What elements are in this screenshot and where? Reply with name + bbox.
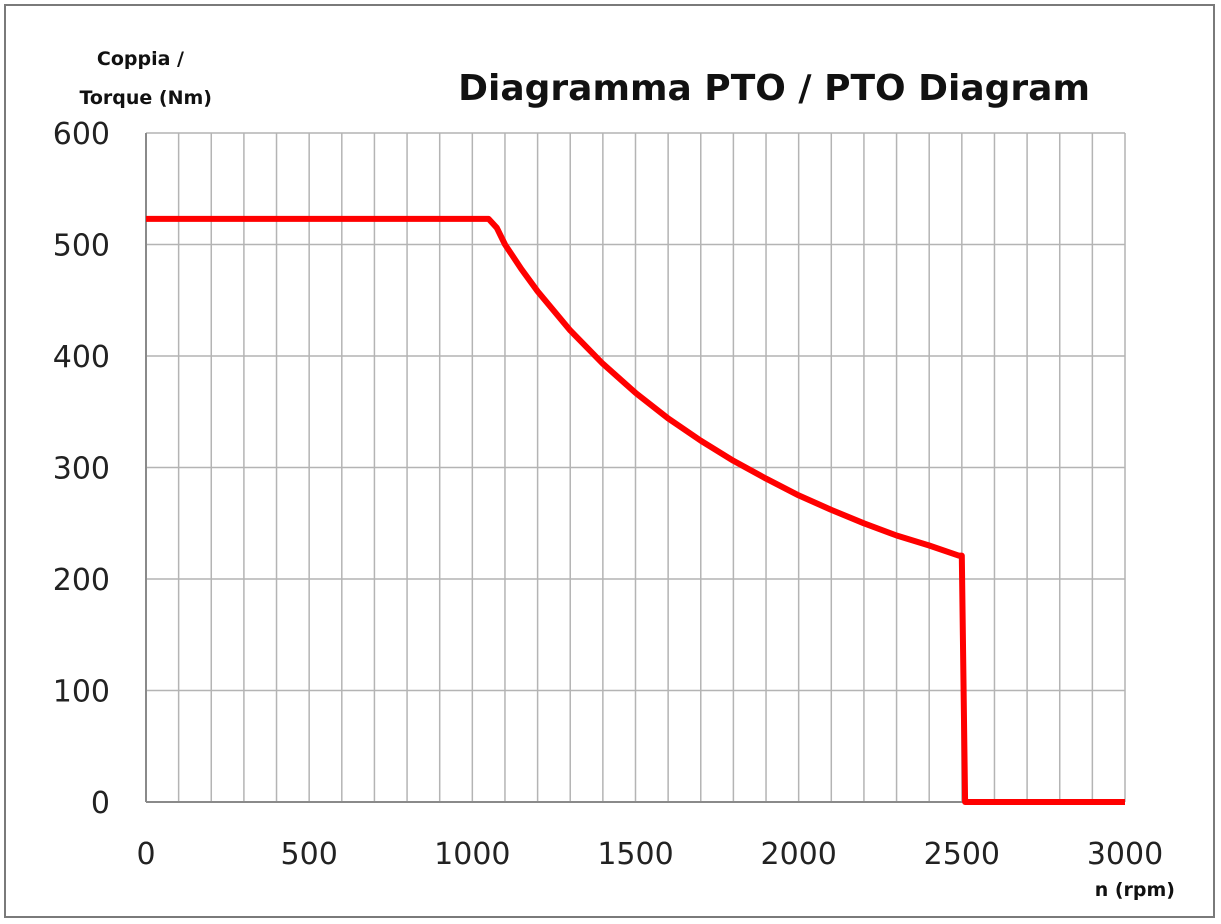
x-axis-label: n (rpm) xyxy=(1095,879,1175,901)
torque-curve xyxy=(146,215,1125,805)
y-tick-labels: 0 100 200 300 400 500 600 xyxy=(53,117,110,821)
x-tick-label: 500 xyxy=(281,837,338,872)
y-tick-label: 500 xyxy=(53,229,110,264)
y-tick-label: 100 xyxy=(53,675,110,710)
y-tick-label: 400 xyxy=(53,340,110,375)
x-tick-labels: 0 500 1000 1500 2000 2500 3000 xyxy=(136,837,1163,872)
chart-frame xyxy=(4,4,1215,918)
chart-title: Diagramma PTO / PTO Diagram xyxy=(458,68,1090,109)
series-layer xyxy=(146,215,1125,805)
x-tick-label: 2000 xyxy=(760,837,836,872)
y-tick-label: 300 xyxy=(53,452,110,487)
x-tick-label: 1500 xyxy=(597,837,673,872)
y-tick-label: 200 xyxy=(53,563,110,598)
y-tick-label: 600 xyxy=(53,117,110,152)
x-tick-label: 2500 xyxy=(924,837,1000,872)
y-tick-label: 0 xyxy=(91,786,110,821)
y-axis-label-line2: Torque (Nm) xyxy=(79,87,212,109)
x-tick-label: 0 xyxy=(136,837,155,872)
x-tick-label: 3000 xyxy=(1087,837,1163,872)
grid xyxy=(145,132,1126,803)
y-axis-label-line1: Coppia / xyxy=(97,48,184,70)
x-tick-label: 1000 xyxy=(434,837,510,872)
axes xyxy=(145,133,1125,803)
